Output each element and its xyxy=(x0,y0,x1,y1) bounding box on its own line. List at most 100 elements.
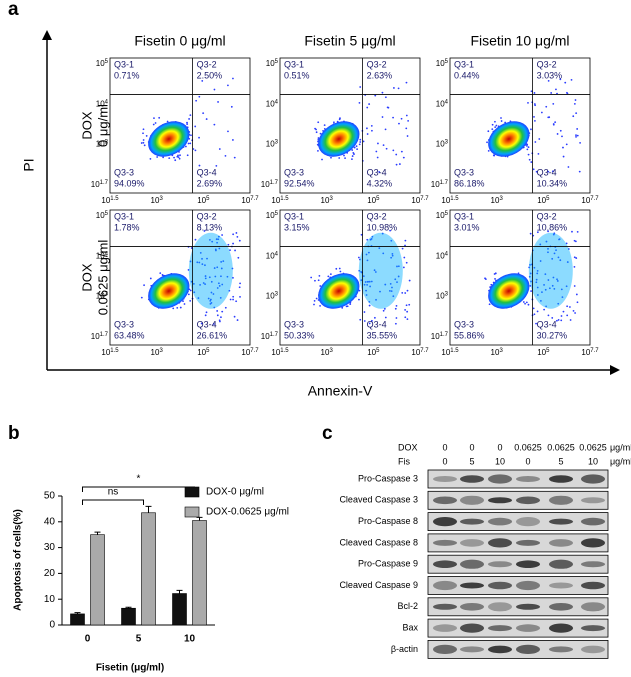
event-dot xyxy=(387,106,390,109)
y-tick-label: 101.7 xyxy=(91,332,109,342)
event-dot xyxy=(534,104,537,107)
event-density xyxy=(318,121,360,157)
x-tick-label: 107.7 xyxy=(411,348,429,358)
event-dot xyxy=(544,288,547,291)
y-tick-label: 105 xyxy=(266,59,279,69)
event-dot xyxy=(232,77,234,80)
event-dot xyxy=(189,260,192,263)
event-dot xyxy=(533,313,536,316)
x-tick-label: 107.7 xyxy=(581,196,599,206)
band xyxy=(460,559,484,569)
event-dot xyxy=(370,280,373,283)
event-dot xyxy=(153,117,155,120)
event-dot xyxy=(532,168,535,171)
event-dot xyxy=(351,155,354,157)
tick-exponent: 3 xyxy=(275,139,279,145)
y-tick-label: 103 xyxy=(96,291,109,301)
event-dot xyxy=(366,133,369,135)
tick-base: 10 xyxy=(367,196,376,205)
tick-base: 10 xyxy=(151,196,160,205)
event-dot xyxy=(547,251,549,254)
event-dot xyxy=(205,311,208,314)
event-dot xyxy=(214,248,217,251)
event-dot xyxy=(363,320,366,322)
event-dot xyxy=(493,273,496,275)
quadrant-name: Q3-4 xyxy=(367,319,387,329)
event-dot xyxy=(368,280,371,283)
band xyxy=(549,603,573,611)
event-dot xyxy=(229,298,232,301)
event-dot xyxy=(365,253,368,256)
tick-base: 10 xyxy=(151,348,160,357)
tick-exponent: 5 xyxy=(445,211,449,217)
event-dot xyxy=(215,164,218,167)
x-tick-label: 107.7 xyxy=(241,196,259,206)
event-dot xyxy=(218,320,221,323)
event-dot xyxy=(366,283,369,286)
event-dot xyxy=(364,281,367,283)
event-dot xyxy=(567,248,570,250)
event-dot xyxy=(537,153,540,155)
event-dot xyxy=(317,121,320,124)
dox-dose: 0 xyxy=(469,442,474,452)
band xyxy=(581,561,605,568)
event-dot xyxy=(317,279,320,282)
event-dot xyxy=(533,266,536,269)
quadrant-percent: 35.55% xyxy=(367,330,398,340)
event-dot xyxy=(352,151,355,154)
event-dot xyxy=(189,289,192,292)
event-dot xyxy=(398,163,401,165)
event-dot xyxy=(395,317,398,319)
event-dot xyxy=(541,291,543,293)
band xyxy=(433,603,457,610)
band xyxy=(549,475,573,483)
event-dot xyxy=(220,267,223,270)
event-dot xyxy=(204,277,207,280)
band xyxy=(549,518,573,525)
event-dot xyxy=(186,123,189,126)
event-dot xyxy=(565,285,568,288)
tick-exponent: 7.7 xyxy=(590,196,599,202)
event-dot xyxy=(536,310,539,313)
event-dot xyxy=(235,300,238,303)
protein-label: β-actin xyxy=(391,644,418,654)
event-dot xyxy=(232,242,234,245)
error-bar xyxy=(94,531,101,535)
event-dot xyxy=(366,127,368,130)
fis-dose: 5 xyxy=(558,456,563,466)
event-dot xyxy=(359,258,361,261)
event-dot xyxy=(554,121,557,124)
event-dot xyxy=(500,117,502,119)
event-dot xyxy=(363,283,366,286)
event-dot xyxy=(217,235,220,238)
event-dot xyxy=(204,264,206,267)
event-dot xyxy=(547,79,550,82)
tick-base: 10 xyxy=(96,292,105,301)
event-dot xyxy=(329,273,332,276)
tick-base: 10 xyxy=(266,292,275,301)
bar xyxy=(192,520,207,626)
event-dot xyxy=(560,288,563,291)
tick-base: 10 xyxy=(96,211,105,220)
protein-label: Pro-Caspase 3 xyxy=(358,473,418,483)
band xyxy=(488,517,512,526)
event-dot xyxy=(548,287,551,290)
event-dot xyxy=(212,323,215,325)
event-dot xyxy=(221,234,224,236)
x-tick-label: 103 xyxy=(491,196,504,206)
event-dot xyxy=(545,305,548,308)
event-dot xyxy=(491,128,494,131)
event-dot xyxy=(227,130,229,133)
event-dot xyxy=(319,132,322,135)
event-dot xyxy=(216,266,219,269)
band xyxy=(460,603,484,611)
event-dot xyxy=(401,247,404,250)
event-dot xyxy=(201,263,204,266)
event-dot xyxy=(525,301,528,304)
event-dot xyxy=(392,149,395,152)
x-tick-label: 103 xyxy=(321,348,334,358)
legend-swatch xyxy=(184,506,200,518)
blot-strip xyxy=(427,512,609,531)
event-dot xyxy=(370,319,373,322)
row-label: DOX xyxy=(79,263,94,292)
